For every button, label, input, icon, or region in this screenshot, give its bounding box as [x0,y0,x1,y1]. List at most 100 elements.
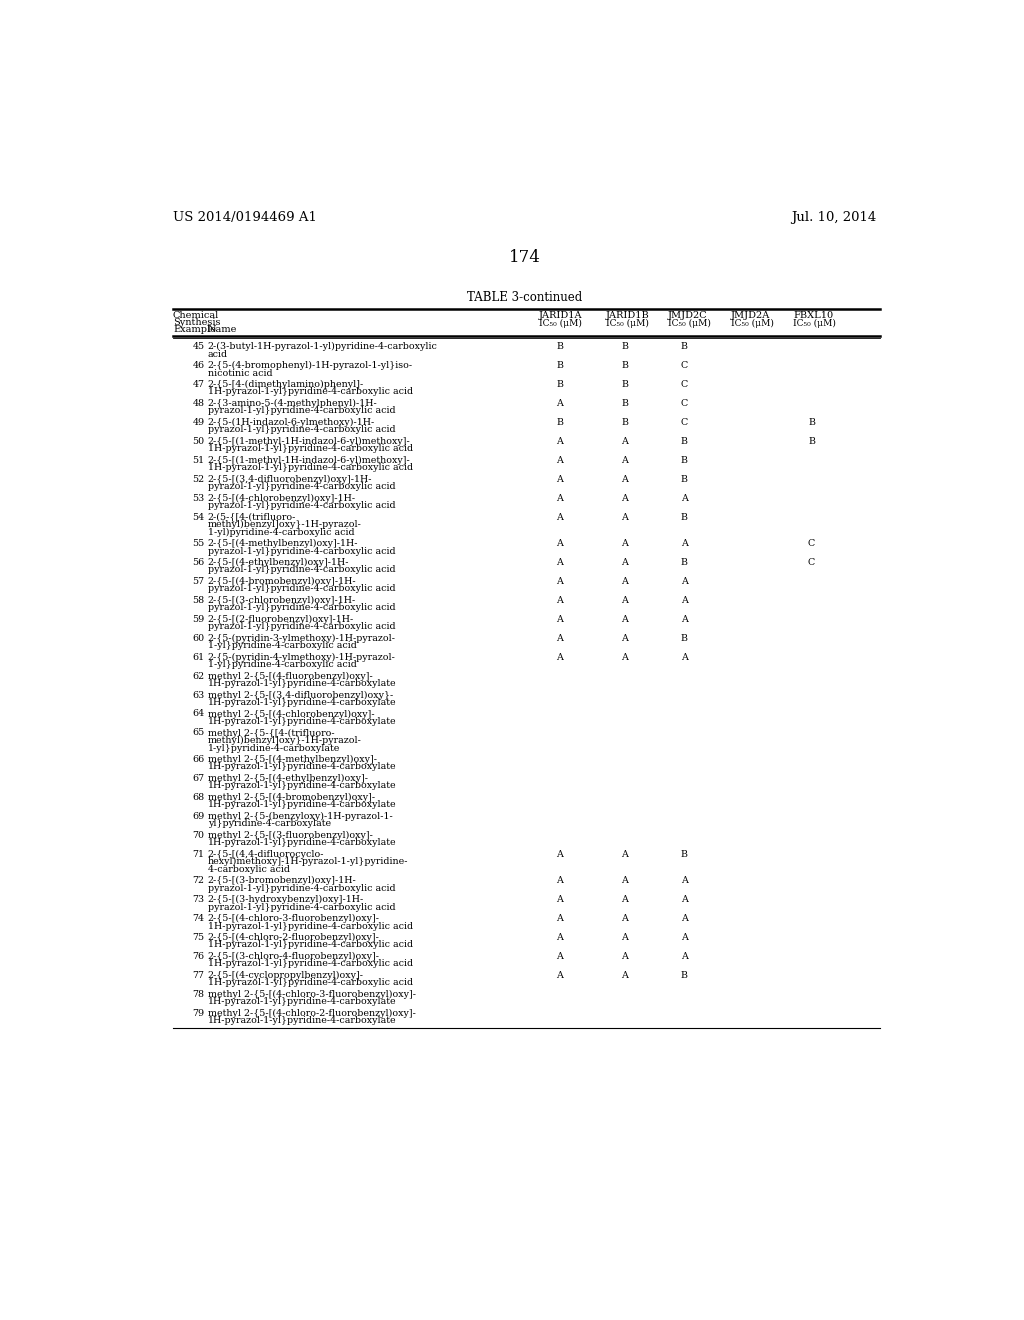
Text: 1H-pyrazol-1-yl}pyridine-4-carboxylic acid: 1H-pyrazol-1-yl}pyridine-4-carboxylic ac… [208,940,413,949]
Text: 2-{5-[(1-methyl-1H-indazol-6-yl)methoxy]-: 2-{5-[(1-methyl-1H-indazol-6-yl)methoxy]… [208,437,411,446]
Text: 72: 72 [193,876,205,886]
Text: 1H-pyrazol-1-yl}pyridine-4-carboxylic acid: 1H-pyrazol-1-yl}pyridine-4-carboxylic ac… [208,388,413,396]
Text: A: A [681,895,688,904]
Text: 1-yl)pyridine-4-carboxylic acid: 1-yl)pyridine-4-carboxylic acid [208,528,354,537]
Text: pyrazol-1-yl}pyridine-4-carboxylic acid: pyrazol-1-yl}pyridine-4-carboxylic acid [208,622,395,631]
Text: A: A [556,913,563,923]
Text: 47: 47 [193,380,205,389]
Text: 1H-pyrazol-1-yl}pyridine-4-carboxylate: 1H-pyrazol-1-yl}pyridine-4-carboxylate [208,781,396,791]
Text: methyl 2-{5-[(4-bromobenzyl)oxy]-: methyl 2-{5-[(4-bromobenzyl)oxy]- [208,793,375,803]
Text: methyl)benzyl]oxy}-1H-pyrazol-: methyl)benzyl]oxy}-1H-pyrazol- [208,520,361,529]
Text: A: A [556,539,563,548]
Text: A: A [556,850,563,858]
Text: B: B [681,437,688,446]
Text: B: B [622,399,629,408]
Text: pyrazol-1-yl}pyridine-4-carboxylic acid: pyrazol-1-yl}pyridine-4-carboxylic acid [208,546,395,556]
Text: 2-{5-[(3,4-difluorobenzyl)oxy]-1H-: 2-{5-[(3,4-difluorobenzyl)oxy]-1H- [208,475,373,483]
Text: A: A [681,539,688,548]
Text: A: A [622,437,628,446]
Text: A: A [556,933,563,942]
Text: B: B [622,380,629,389]
Text: A: A [556,652,563,661]
Text: A: A [681,577,688,586]
Text: B: B [681,342,688,351]
Text: IC₅₀ (μM): IC₅₀ (μM) [793,318,836,327]
Text: 52: 52 [193,475,205,483]
Text: 2-{5-(pyridin-3-ylmethoxy)-1H-pyrazol-: 2-{5-(pyridin-3-ylmethoxy)-1H-pyrazol- [208,634,396,643]
Text: 1H-pyrazol-1-yl}pyridine-4-carboxylate: 1H-pyrazol-1-yl}pyridine-4-carboxylate [208,717,396,726]
Text: 174: 174 [509,249,541,267]
Text: methyl 2-{5-[(3-fluorobenzyl)oxy]-: methyl 2-{5-[(3-fluorobenzyl)oxy]- [208,830,373,840]
Text: 76: 76 [193,952,205,961]
Text: Jul. 10, 2014: Jul. 10, 2014 [792,211,877,224]
Text: methyl 2-{5-(benzyloxy)-1H-pyrazol-1-: methyl 2-{5-(benzyloxy)-1H-pyrazol-1- [208,812,392,821]
Text: A: A [622,652,628,661]
Text: A: A [556,615,563,624]
Text: JARID1A: JARID1A [539,312,583,319]
Text: 2-{5-[(3-bromobenzyl)oxy]-1H-: 2-{5-[(3-bromobenzyl)oxy]-1H- [208,876,356,886]
Text: B: B [622,360,629,370]
Text: FBXL10: FBXL10 [793,312,834,319]
Text: pyrazol-1-yl}pyridine-4-carboxylic acid: pyrazol-1-yl}pyridine-4-carboxylic acid [208,603,395,612]
Text: C: C [681,380,688,389]
Text: 79: 79 [193,1008,205,1018]
Text: A: A [556,494,563,503]
Text: 2-{5-[(4-chloro-2-fluorobenzyl)oxy]-: 2-{5-[(4-chloro-2-fluorobenzyl)oxy]- [208,933,380,942]
Text: A: A [622,615,628,624]
Text: 56: 56 [193,558,205,568]
Text: A: A [556,512,563,521]
Text: A: A [556,577,563,586]
Text: 69: 69 [193,812,205,821]
Text: IC₅₀ (μM): IC₅₀ (μM) [669,318,711,327]
Text: 1H-pyrazol-1-yl}pyridine-4-carboxylate: 1H-pyrazol-1-yl}pyridine-4-carboxylate [208,838,396,847]
Text: 59: 59 [193,615,205,624]
Text: 49: 49 [193,418,205,426]
Text: 64: 64 [193,709,205,718]
Text: B: B [622,418,629,426]
Text: 53: 53 [193,494,205,503]
Text: yl}pyridine-4-carboxylate: yl}pyridine-4-carboxylate [208,820,331,828]
Text: A: A [622,577,628,586]
Text: 51: 51 [193,455,205,465]
Text: IC₅₀ (μM): IC₅₀ (μM) [539,318,582,327]
Text: 2-{5-(pyridin-4-ylmethoxy)-1H-pyrazol-: 2-{5-(pyridin-4-ylmethoxy)-1H-pyrazol- [208,652,395,661]
Text: 2-{5-[(3-hydroxybenzyl)oxy]-1H-: 2-{5-[(3-hydroxybenzyl)oxy]-1H- [208,895,365,904]
Text: A: A [622,455,628,465]
Text: A: A [681,615,688,624]
Text: JARID1B: JARID1B [606,312,650,319]
Text: methyl 2-{5-[(3,4-difluorobenzyl)oxy}-: methyl 2-{5-[(3,4-difluorobenzyl)oxy}- [208,690,393,700]
Text: methyl 2-{5-{[4-(trifluoro-: methyl 2-{5-{[4-(trifluoro- [208,729,335,738]
Text: 68: 68 [193,793,205,801]
Text: B: B [622,342,629,351]
Text: 65: 65 [193,729,205,738]
Text: A: A [681,652,688,661]
Text: A: A [556,475,563,483]
Text: methyl 2-{5-[(4-ethylbenzyl)oxy]-: methyl 2-{5-[(4-ethylbenzyl)oxy]- [208,774,368,783]
Text: 2-{5-[(4-chloro-3-fluorobenzyl)oxy]-: 2-{5-[(4-chloro-3-fluorobenzyl)oxy]- [208,913,380,923]
Text: 2-{5-[(3-chlorobenzyl)oxy]-1H-: 2-{5-[(3-chlorobenzyl)oxy]-1H- [208,595,356,605]
Text: 2-{5-[4-(dimethylamino)phenyl]-: 2-{5-[4-(dimethylamino)phenyl]- [208,380,365,389]
Text: 54: 54 [193,512,205,521]
Text: Chemical: Chemical [173,312,219,319]
Text: acid: acid [208,350,228,359]
Text: pyrazol-1-yl}pyridine-4-carboxylic acid: pyrazol-1-yl}pyridine-4-carboxylic acid [208,407,395,416]
Text: A: A [622,970,628,979]
Text: 1-yl}pyridine-4-carboxylate: 1-yl}pyridine-4-carboxylate [208,743,340,752]
Text: 4-carboxylic acid: 4-carboxylic acid [208,865,290,874]
Text: pyrazol-1-yl}pyridine-4-carboxylic acid: pyrazol-1-yl}pyridine-4-carboxylic acid [208,883,395,892]
Text: 70: 70 [193,830,205,840]
Text: A: A [622,933,628,942]
Text: C: C [681,418,688,426]
Text: 1H-pyrazol-1-yl}pyridine-4-carboxylic acid: 1H-pyrazol-1-yl}pyridine-4-carboxylic ac… [208,960,413,969]
Text: 1H-pyrazol-1-yl}pyridine-4-carboxylate: 1H-pyrazol-1-yl}pyridine-4-carboxylate [208,998,396,1006]
Text: methyl 2-{5-[(4-methylbenzyl)oxy]-: methyl 2-{5-[(4-methylbenzyl)oxy]- [208,755,377,764]
Text: 2-{5-[(4,4-difluorocyclo-: 2-{5-[(4,4-difluorocyclo- [208,850,325,859]
Text: A: A [556,895,563,904]
Text: 1H-pyrazol-1-yl}pyridine-4-carboxylate: 1H-pyrazol-1-yl}pyridine-4-carboxylate [208,698,396,708]
Text: 77: 77 [193,970,205,979]
Text: JMJD2A: JMJD2A [731,312,770,319]
Text: B: B [556,418,563,426]
Text: Synthesis: Synthesis [173,318,220,327]
Text: A: A [622,558,628,568]
Text: A: A [622,595,628,605]
